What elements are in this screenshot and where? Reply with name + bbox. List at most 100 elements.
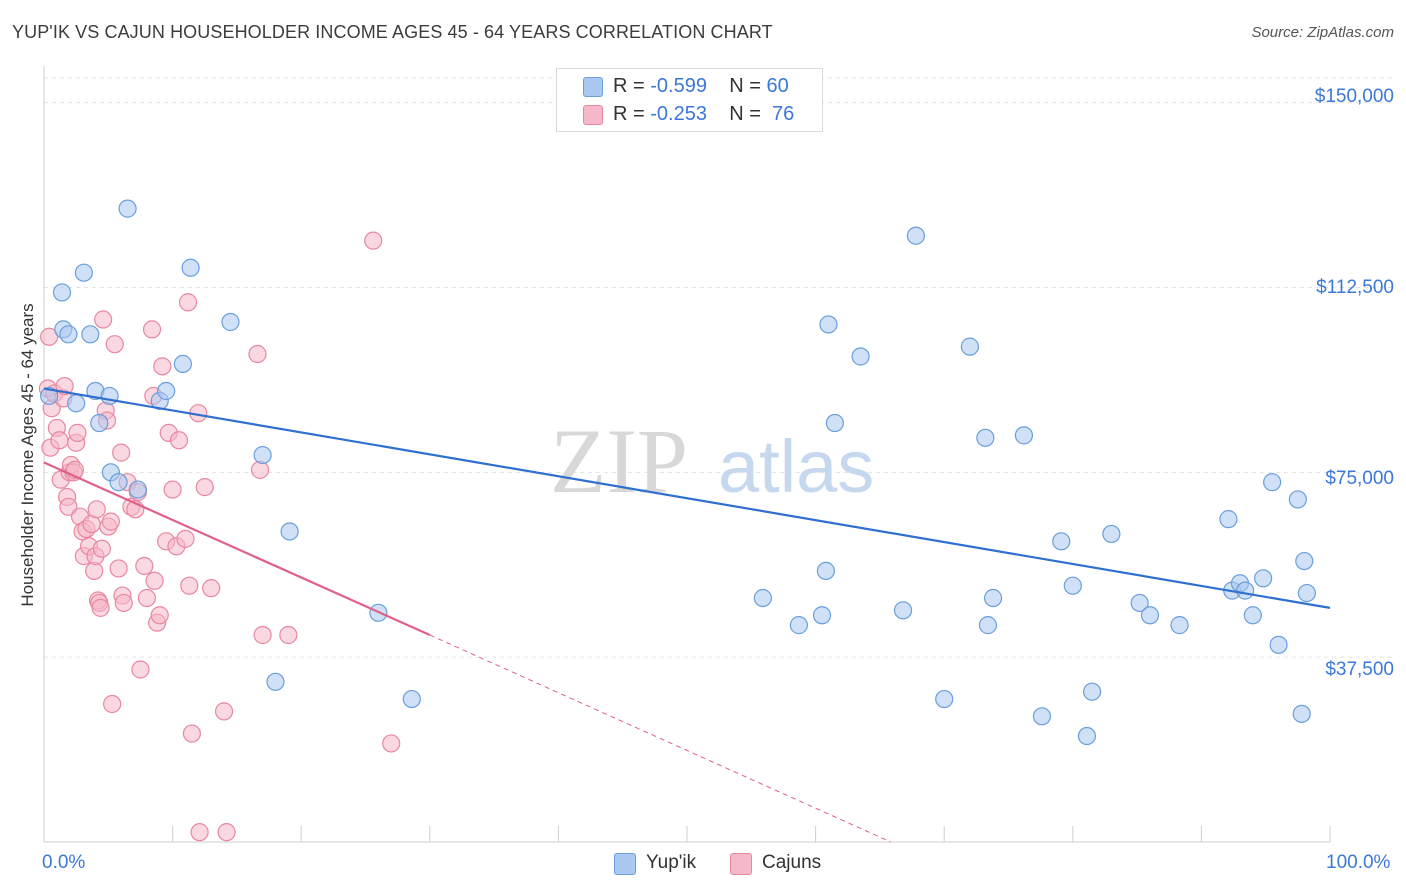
data-point bbox=[74, 263, 93, 282]
data-point bbox=[1052, 532, 1071, 551]
data-point bbox=[1082, 682, 1102, 701]
data-point bbox=[195, 478, 214, 497]
chart-title: YUP'IK VS CAJUN HOUSEHOLDER INCOME AGES … bbox=[12, 22, 773, 42]
trend-lines bbox=[43, 387, 1331, 843]
data-point bbox=[217, 823, 236, 842]
data-point bbox=[178, 293, 198, 312]
data-point bbox=[59, 325, 78, 344]
data-point bbox=[935, 689, 954, 709]
data-point bbox=[109, 473, 128, 492]
data-point bbox=[40, 327, 59, 346]
data-point bbox=[1295, 551, 1314, 571]
data-point bbox=[101, 512, 120, 531]
data-point bbox=[893, 601, 913, 620]
data-point bbox=[382, 734, 401, 753]
legend-swatch-yupik bbox=[583, 77, 603, 97]
data-point bbox=[150, 606, 169, 625]
trend-line-extension bbox=[429, 634, 892, 843]
y-tick-label: $112,500 bbox=[1316, 277, 1394, 298]
data-point bbox=[112, 443, 131, 462]
y-tick-label: $37,500 bbox=[1325, 659, 1394, 680]
data-point bbox=[364, 231, 383, 250]
data-point bbox=[280, 522, 299, 541]
data-point bbox=[145, 571, 164, 590]
legend-swatch-cajuns bbox=[583, 105, 603, 125]
trend-line bbox=[43, 461, 431, 636]
grid-lines bbox=[44, 77, 1392, 658]
data-point bbox=[253, 625, 272, 645]
data-point bbox=[1014, 426, 1034, 445]
data-point bbox=[1077, 726, 1097, 746]
data-point bbox=[109, 559, 128, 578]
data-point bbox=[131, 660, 150, 679]
data-point bbox=[81, 325, 100, 344]
data-point bbox=[851, 347, 870, 366]
legend-r-label: R = bbox=[613, 103, 651, 125]
series-yupik bbox=[40, 199, 1316, 746]
data-point bbox=[100, 386, 119, 406]
data-point bbox=[169, 431, 189, 450]
source-label: Source: ZipAtlas.com bbox=[1251, 24, 1394, 41]
data-point bbox=[1269, 635, 1288, 654]
data-point bbox=[1263, 473, 1282, 492]
data-point bbox=[87, 500, 106, 519]
data-point bbox=[1140, 606, 1160, 625]
data-point bbox=[180, 576, 199, 595]
legend-n-label: N = bbox=[729, 75, 767, 97]
data-point bbox=[279, 625, 298, 645]
data-point bbox=[976, 428, 995, 447]
bottom-legend-label-cajuns: Cajuns bbox=[762, 852, 822, 873]
watermark: ZIP atlas bbox=[550, 410, 874, 512]
data-point bbox=[266, 672, 285, 691]
correlation-legend: R = -0.599 N = 60 R = -0.253 N = 76 bbox=[556, 68, 823, 132]
data-point bbox=[812, 606, 832, 625]
data-point bbox=[1170, 616, 1189, 635]
data-point bbox=[50, 431, 69, 450]
y-tick-label: $150,000 bbox=[1314, 86, 1394, 107]
data-point bbox=[68, 423, 87, 442]
data-point bbox=[1102, 524, 1121, 544]
data-point bbox=[135, 556, 154, 576]
series-cajuns bbox=[38, 231, 401, 842]
data-point bbox=[40, 386, 59, 406]
data-point bbox=[960, 337, 980, 356]
data-point bbox=[1288, 490, 1307, 509]
data-point bbox=[52, 283, 72, 302]
data-point bbox=[978, 616, 998, 635]
data-point bbox=[90, 413, 109, 433]
data-point bbox=[825, 413, 844, 433]
data-point bbox=[137, 588, 156, 608]
data-point bbox=[153, 357, 172, 376]
legend-r-label: R = bbox=[613, 75, 651, 97]
data-point bbox=[816, 561, 835, 581]
data-point bbox=[1032, 707, 1052, 726]
data-point bbox=[67, 394, 86, 413]
legend-n-value: 76 bbox=[772, 103, 795, 125]
legend-n-value: 60 bbox=[766, 75, 789, 97]
data-point bbox=[118, 199, 137, 218]
data-point bbox=[819, 315, 838, 334]
bottom-legend-swatch-yupik bbox=[614, 853, 636, 875]
data-point bbox=[103, 694, 122, 714]
x-tick-label-max: 100.0% bbox=[1326, 852, 1391, 873]
data-point bbox=[1236, 581, 1255, 600]
bottom-legend-label-yupik: Yup'ik bbox=[646, 852, 697, 873]
data-point bbox=[176, 529, 195, 548]
data-point bbox=[190, 823, 209, 842]
data-point bbox=[1130, 593, 1149, 613]
y-tick-label: $75,000 bbox=[1325, 468, 1394, 489]
data-point bbox=[789, 616, 808, 635]
data-point bbox=[128, 480, 147, 499]
data-point bbox=[221, 312, 240, 332]
data-point bbox=[59, 497, 78, 516]
data-point bbox=[1254, 569, 1273, 588]
data-point bbox=[182, 724, 201, 743]
y-axis-title: Householder Income Ages 45 - 64 years bbox=[18, 303, 37, 607]
watermark-zip: ZIP bbox=[550, 410, 688, 512]
bottom-legend-swatch-cajuns bbox=[730, 853, 752, 875]
legend-r-value: -0.253 bbox=[650, 103, 707, 125]
data-point bbox=[1297, 583, 1316, 603]
data-point bbox=[173, 354, 192, 373]
x-tick-label-min: 0.0% bbox=[42, 852, 86, 873]
